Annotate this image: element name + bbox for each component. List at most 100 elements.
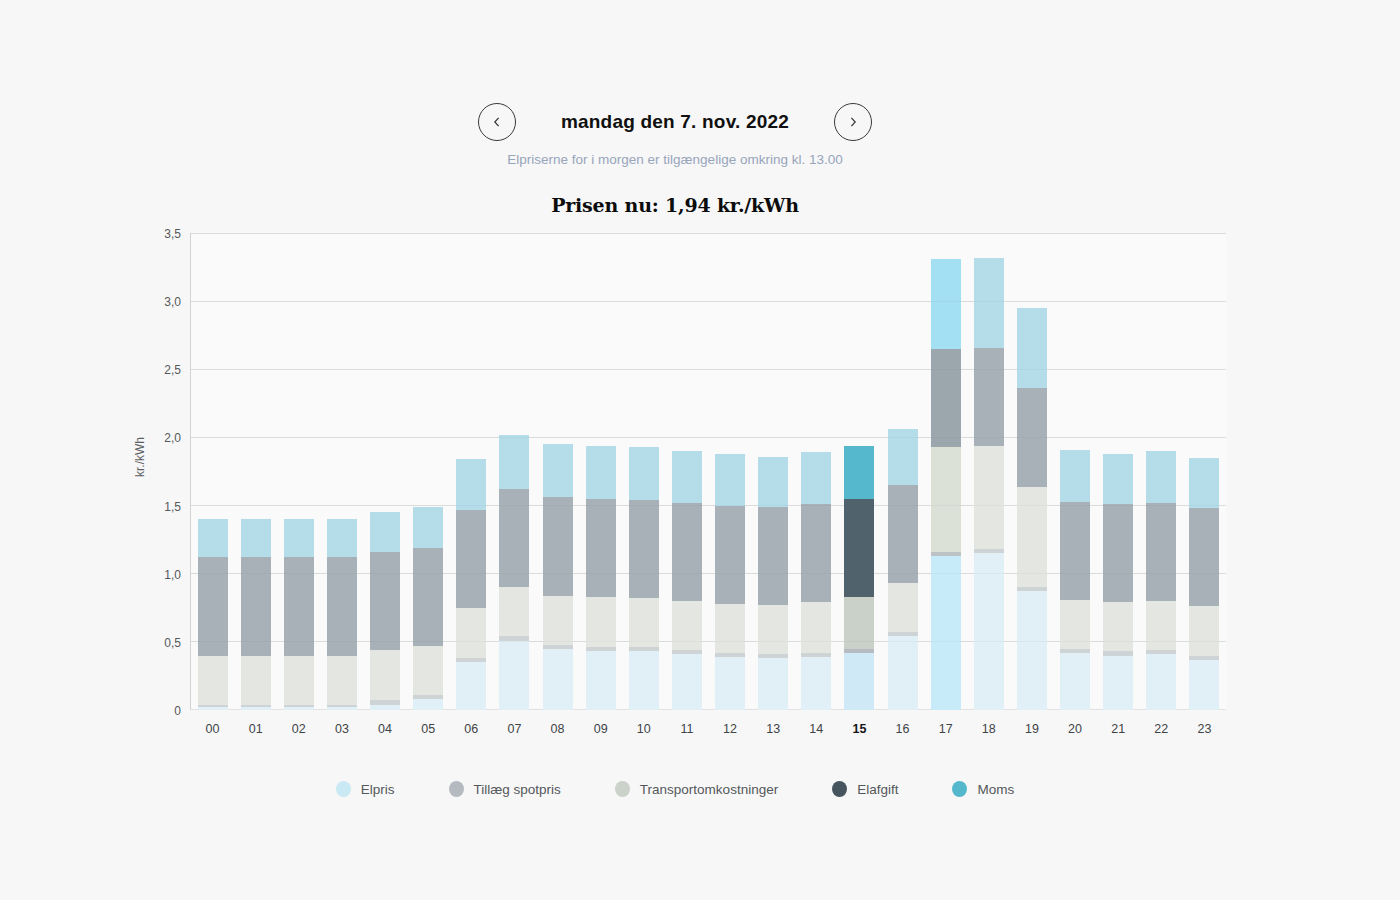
segment-transport	[629, 598, 659, 647]
x-tick-label: 05	[406, 722, 450, 736]
x-tick-label: 09	[579, 722, 623, 736]
bar-hour-23[interactable]	[1189, 458, 1219, 710]
y-tick-label: 3,5	[133, 227, 181, 241]
segment-elafgift	[974, 348, 1004, 446]
segment-elpris	[198, 707, 228, 710]
segment-transport	[888, 583, 918, 632]
y-tick-label: 3,0	[133, 295, 181, 309]
y-tick-label: 0,5	[133, 636, 181, 650]
segment-elpris	[888, 636, 918, 710]
plot-area: 00,51,01,52,02,53,03,5000102030405060708…	[190, 233, 1226, 710]
segment-elafgift	[370, 552, 400, 650]
segment-moms	[413, 507, 443, 548]
bar-hour-08[interactable]	[543, 444, 573, 710]
bar-hour-14[interactable]	[801, 452, 831, 710]
bar-hour-11[interactable]	[672, 451, 702, 710]
segment-elpris	[1017, 591, 1047, 710]
x-tick-label: 12	[708, 722, 752, 736]
legend-dot-tillaeg	[449, 781, 464, 797]
gridline-overlay	[191, 233, 1226, 234]
segment-elpris	[801, 657, 831, 710]
segment-transport	[327, 656, 357, 705]
prev-day-button[interactable]	[478, 103, 516, 141]
legend-dot-moms	[952, 781, 967, 797]
chevron-right-icon	[846, 115, 860, 129]
segment-elpris	[931, 556, 961, 710]
segment-moms	[499, 435, 529, 490]
x-tick-label: 10	[622, 722, 666, 736]
segment-transport	[1017, 487, 1047, 588]
segment-moms	[198, 519, 228, 557]
x-tick-label: 22	[1139, 722, 1183, 736]
segment-elpris	[1146, 654, 1176, 710]
segment-elpris	[586, 651, 616, 710]
y-tick-label: 2,0	[133, 431, 181, 445]
y-axis-title: kr./kWh	[133, 417, 147, 497]
y-tick-label: 0	[133, 704, 181, 718]
bar-hour-06[interactable]	[456, 459, 486, 710]
bar-hour-04[interactable]	[370, 512, 400, 710]
segment-elpris	[413, 699, 443, 710]
x-tick-label: 17	[924, 722, 968, 736]
bar-hour-01[interactable]	[241, 519, 271, 710]
segment-elafgift	[931, 349, 961, 447]
date-nav: mandag den 7. nov. 2022	[0, 103, 1375, 141]
legend-label: Tillæg spotpris	[474, 782, 561, 797]
segment-moms	[931, 259, 961, 349]
segment-moms	[1060, 450, 1090, 502]
segment-elafgift	[715, 506, 745, 604]
segment-moms	[241, 519, 271, 557]
x-tick-label: 15	[837, 722, 881, 736]
gridline-overlay	[191, 641, 1226, 642]
legend-label: Elpris	[361, 782, 395, 797]
segment-transport	[586, 597, 616, 647]
segment-moms	[801, 452, 831, 504]
segment-transport	[1146, 601, 1176, 650]
segment-moms	[672, 451, 702, 503]
y-tick-label: 2,5	[133, 363, 181, 377]
x-tick-label: 01	[234, 722, 278, 736]
x-tick-label: 03	[320, 722, 364, 736]
bar-hour-02[interactable]	[284, 519, 314, 710]
legend-label: Moms	[977, 782, 1014, 797]
chevron-left-icon	[490, 115, 504, 129]
x-tick-label: 19	[1010, 722, 1054, 736]
legend-label: Elafgift	[857, 782, 898, 797]
gridline-overlay	[191, 369, 1226, 370]
bar-hour-05[interactable]	[413, 507, 443, 710]
segment-moms	[974, 258, 1004, 348]
segment-moms	[1103, 454, 1133, 504]
bar-hour-21[interactable]	[1103, 454, 1133, 710]
segment-elafgift	[586, 499, 616, 597]
segment-transport	[370, 650, 400, 700]
bar-hour-13[interactable]	[758, 457, 788, 710]
segment-elpris	[327, 707, 357, 710]
segment-moms	[586, 446, 616, 499]
segment-transport	[413, 646, 443, 695]
segment-elafgift	[629, 500, 659, 598]
bar-hour-12[interactable]	[715, 454, 745, 710]
segment-transport	[241, 656, 271, 705]
bar-hour-20[interactable]	[1060, 450, 1090, 710]
bar-hour-15[interactable]	[844, 446, 874, 710]
segment-elpris	[1060, 653, 1090, 710]
legend-dot-elpris	[336, 781, 351, 797]
bar-hour-03[interactable]	[327, 519, 357, 710]
segment-transport	[931, 447, 961, 552]
segment-transport	[499, 587, 529, 636]
segment-elafgift	[456, 510, 486, 608]
segment-moms	[1017, 308, 1047, 388]
segment-elpris	[629, 651, 659, 710]
bar-hour-09[interactable]	[586, 446, 616, 710]
bar-hour-22[interactable]	[1146, 451, 1176, 710]
segment-elafgift	[672, 503, 702, 601]
segment-moms	[1189, 458, 1219, 508]
bar-hour-16[interactable]	[888, 429, 918, 710]
y-tick-label: 1,5	[133, 500, 181, 514]
x-tick-label: 07	[492, 722, 536, 736]
legend-item-tillaeg: Tillæg spotpris	[449, 781, 561, 797]
tomorrow-prices-note: Elpriserne for i morgen er tilgængelige …	[0, 152, 1375, 167]
bar-hour-00[interactable]	[198, 519, 228, 710]
bar-hour-10[interactable]	[629, 447, 659, 710]
next-day-button[interactable]	[834, 103, 872, 141]
